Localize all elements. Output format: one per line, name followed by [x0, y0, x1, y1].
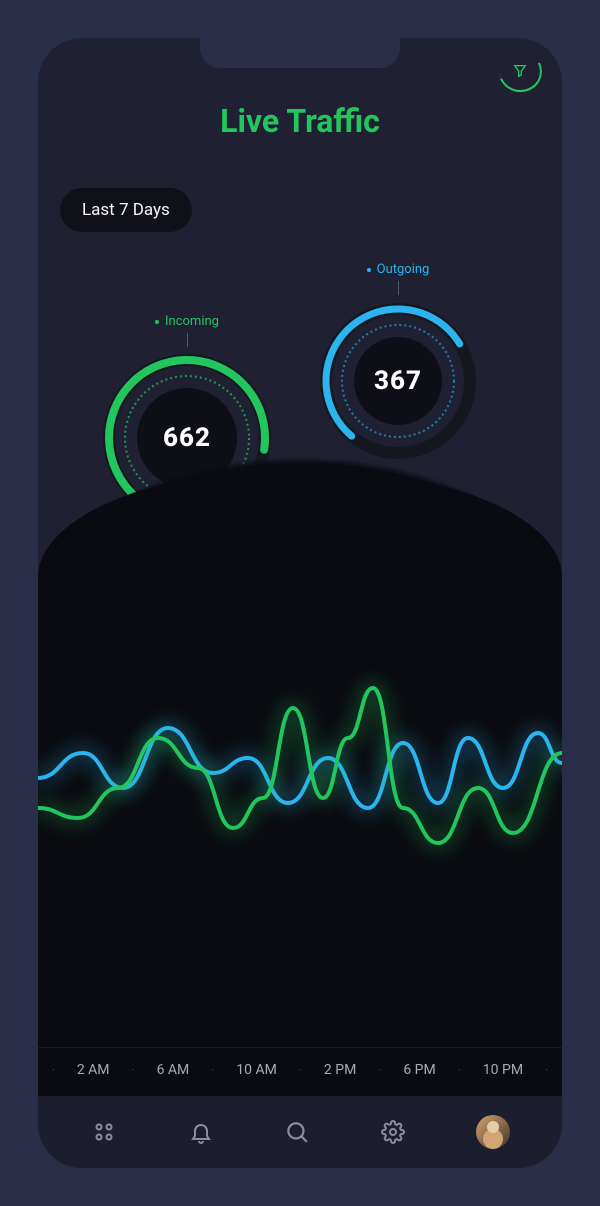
nav-notifications-button[interactable]: [187, 1118, 215, 1146]
search-icon: [284, 1119, 310, 1145]
axis-sep: ·: [52, 1065, 55, 1076]
chart-area: · 2 AM · 6 AM · 10 AM · 2 PM · 6 PM · 10…: [38, 468, 562, 1096]
gauge-label-text: Incoming: [165, 314, 219, 329]
nav-apps-button[interactable]: [90, 1118, 118, 1146]
side-button: [0, 370, 2, 440]
axis-sep: ·: [299, 1065, 302, 1076]
axis-sep: ·: [545, 1065, 548, 1076]
phone-frame: Live Traffic Last 7 Days Incoming 662: [20, 20, 580, 1186]
axis-sep: ·: [211, 1065, 214, 1076]
side-button: [0, 210, 2, 250]
traffic-chart: [38, 668, 562, 888]
nav-search-button[interactable]: [283, 1118, 311, 1146]
filter-button[interactable]: [500, 52, 540, 92]
dot-icon: [367, 268, 371, 272]
x-label: 6 AM: [157, 1062, 190, 1078]
filter-icon: [512, 63, 528, 79]
bottom-nav: [38, 1096, 562, 1168]
x-label: 10 AM: [236, 1062, 277, 1078]
axis-sep: ·: [379, 1065, 382, 1076]
x-label: 10 PM: [483, 1062, 523, 1078]
gauge-label-text: Outgoing: [377, 262, 430, 277]
gear-icon: [381, 1120, 405, 1144]
tick-mark: [398, 281, 399, 295]
x-label: 2 AM: [77, 1062, 110, 1078]
tick-mark: [187, 333, 188, 347]
line-outgoing: [38, 728, 562, 808]
nav-avatar-button[interactable]: [476, 1115, 510, 1149]
screen: Live Traffic Last 7 Days Incoming 662: [38, 38, 562, 1168]
gauge-outgoing-label: Outgoing: [318, 262, 478, 277]
dot-icon: [155, 320, 159, 324]
gauge-incoming-label: Incoming: [102, 314, 272, 329]
bell-icon: [189, 1120, 213, 1144]
notch: [200, 38, 400, 68]
x-label: 2 PM: [324, 1062, 356, 1078]
apps-icon: [92, 1120, 116, 1144]
date-range-pill[interactable]: Last 7 Days: [60, 188, 192, 232]
axis-sep: ·: [458, 1065, 461, 1076]
x-label: 6 PM: [403, 1062, 435, 1078]
axis-sep: ·: [132, 1065, 135, 1076]
line-incoming: [38, 688, 562, 843]
nav-settings-button[interactable]: [379, 1118, 407, 1146]
x-axis: · 2 AM · 6 AM · 10 AM · 2 PM · 6 PM · 10…: [38, 1047, 562, 1078]
side-button: [0, 280, 2, 350]
